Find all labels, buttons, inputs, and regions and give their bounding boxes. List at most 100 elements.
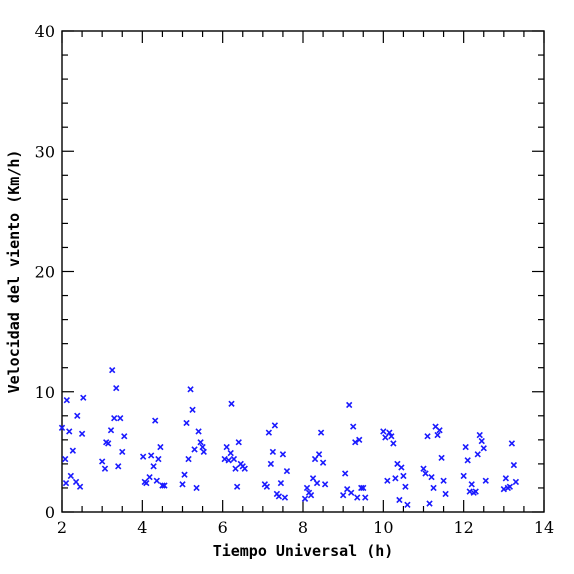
data-point <box>146 473 153 481</box>
y-tick-label: 10 <box>35 383 55 402</box>
data-point <box>161 482 168 489</box>
data-point <box>476 431 483 439</box>
data-point <box>69 447 77 454</box>
data-point <box>271 422 279 429</box>
data-point <box>197 439 204 446</box>
data-point <box>113 384 120 392</box>
data-point <box>193 484 200 492</box>
data-point <box>117 415 124 422</box>
data-point <box>76 483 84 490</box>
data-point <box>107 427 115 434</box>
data-point <box>179 481 186 488</box>
data-point <box>313 479 321 487</box>
data-point <box>392 475 399 482</box>
data-point <box>426 500 433 507</box>
data-point <box>390 440 397 447</box>
data-point <box>115 463 122 470</box>
data-point <box>58 424 66 431</box>
x-tick-label: 2 <box>57 518 67 537</box>
y-tick-label: 0 <box>45 503 55 522</box>
data-point <box>356 436 363 444</box>
data-point <box>352 439 359 446</box>
data-point <box>230 455 238 463</box>
data-point <box>350 423 357 430</box>
data-point <box>119 448 126 456</box>
x-tick-label: 10 <box>373 518 393 537</box>
data-point <box>148 452 155 459</box>
data-point <box>72 478 80 486</box>
x-tick-label: 12 <box>453 518 473 537</box>
data-point <box>315 451 323 458</box>
data-point <box>62 455 69 463</box>
data-point <box>380 428 387 435</box>
x-axis-title: Tiempo Universal (h) <box>213 542 394 560</box>
data-point <box>225 457 232 464</box>
data-point <box>440 477 447 484</box>
y-tick-label: 40 <box>35 22 55 41</box>
data-point <box>442 490 449 498</box>
data-point <box>307 491 315 499</box>
data-point <box>139 453 147 460</box>
data-point <box>434 431 441 439</box>
x-tick-label: 14 <box>534 518 554 537</box>
data-point <box>303 484 311 492</box>
x-tick-label: 6 <box>218 518 228 537</box>
data-point <box>386 429 393 436</box>
data-point <box>506 483 514 490</box>
data-point <box>228 400 235 407</box>
data-point <box>472 488 479 495</box>
data-point <box>319 459 327 466</box>
data-point <box>438 454 445 462</box>
data-point <box>66 428 73 435</box>
data-point <box>159 482 166 489</box>
data-point <box>62 479 70 487</box>
data-point <box>466 488 473 495</box>
data-point <box>227 449 234 457</box>
data-point <box>283 467 291 475</box>
data-point <box>189 406 196 413</box>
data-point <box>340 491 347 499</box>
data-point <box>111 415 118 422</box>
data-point <box>80 394 87 401</box>
data-point <box>428 473 435 481</box>
data-point <box>358 484 365 492</box>
data-point <box>510 461 518 469</box>
data-point <box>480 445 487 452</box>
data-point <box>478 437 485 445</box>
data-point <box>348 489 355 496</box>
data-point <box>187 386 194 393</box>
data-point <box>342 470 349 477</box>
data-point <box>360 484 367 492</box>
data-point <box>235 439 242 446</box>
data-point <box>474 451 481 458</box>
x-tick-label: 4 <box>137 518 147 537</box>
data-point <box>101 465 109 472</box>
data-point <box>105 440 112 447</box>
data-point <box>191 446 198 453</box>
data-point <box>346 401 353 409</box>
y-axis-title: Velocidad del viento (Km/h) <box>5 150 23 394</box>
x-tick-label: 8 <box>298 518 308 537</box>
data-point <box>277 479 285 487</box>
data-point <box>502 475 510 482</box>
data-point <box>150 463 157 470</box>
data-point <box>153 477 160 484</box>
data-point <box>241 465 248 472</box>
data-point <box>424 433 431 440</box>
data-point <box>233 483 241 490</box>
tick-labels: 2 4 6 8 10 12 14 0 10 20 30 40 <box>35 22 555 537</box>
data-point <box>181 471 188 478</box>
data-point <box>275 493 283 500</box>
data-point <box>185 455 192 463</box>
data-point <box>362 494 369 501</box>
data-point <box>183 419 190 427</box>
y-tick-label: 20 <box>35 263 55 282</box>
data-point <box>109 366 116 374</box>
data-point <box>143 479 150 487</box>
data-point <box>384 477 391 484</box>
data-point <box>223 443 230 451</box>
data-point <box>157 443 164 451</box>
data-point <box>388 433 395 440</box>
data-point <box>468 481 475 488</box>
